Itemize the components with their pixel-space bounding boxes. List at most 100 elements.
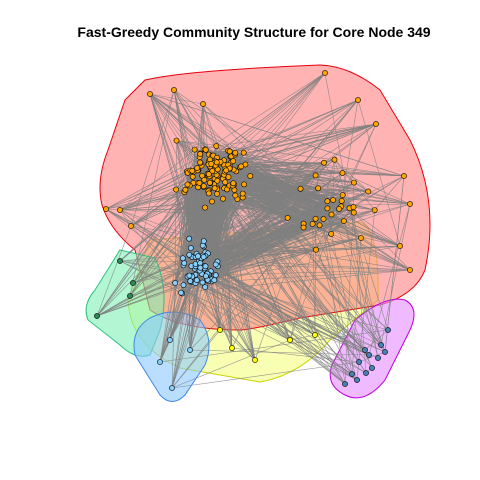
network-node-blue — [202, 273, 209, 279]
network-edge — [189, 349, 370, 356]
network-node-red — [213, 159, 220, 166]
network-edge — [210, 271, 367, 374]
network-edge — [240, 72, 326, 167]
network-edge — [96, 164, 246, 317]
network-edge — [235, 154, 401, 247]
network-edge — [216, 123, 377, 147]
network-edge — [353, 212, 401, 247]
network-edge — [212, 123, 377, 156]
network-nodes — [94, 70, 413, 391]
network-node-red — [197, 159, 204, 166]
network-edge — [289, 159, 335, 341]
network-edge — [181, 293, 358, 381]
network-edge — [211, 245, 401, 282]
network-edge — [202, 103, 328, 209]
network-edge — [214, 279, 386, 353]
network-node-red — [407, 267, 413, 273]
network-edge — [119, 260, 291, 341]
network-node-red — [225, 174, 232, 180]
network-edge — [229, 151, 354, 183]
network-edge — [368, 203, 411, 356]
network-node-red — [202, 146, 209, 153]
network-edge — [215, 166, 233, 349]
network-node-red — [171, 87, 177, 93]
network-edge — [231, 347, 360, 363]
network-edge — [105, 208, 197, 281]
network-node-red — [365, 188, 372, 195]
network-edge — [205, 249, 317, 288]
network-edge — [214, 233, 332, 281]
network-edge — [217, 123, 377, 188]
network-node-red — [340, 218, 347, 224]
network-node-red — [339, 170, 346, 176]
network-edge — [200, 267, 366, 351]
network-node-red — [226, 148, 233, 155]
network-node-red — [331, 156, 338, 163]
network-edge — [129, 281, 191, 297]
network-edge — [341, 175, 405, 207]
network-node-blue — [181, 260, 188, 266]
network-node-red — [213, 143, 220, 149]
network-node-red — [147, 91, 153, 97]
network-node-purple — [356, 359, 362, 365]
network-node-blue — [200, 254, 207, 260]
network-edge — [374, 175, 405, 211]
network-node-red — [184, 181, 191, 188]
network-edge — [173, 89, 319, 189]
network-node-purple — [349, 371, 355, 377]
network-node-purple — [382, 349, 388, 355]
network-edge — [191, 256, 366, 351]
network-node-blue — [172, 280, 179, 286]
network-node-red — [220, 195, 226, 202]
network-edge — [203, 170, 227, 258]
network-node-red — [313, 246, 319, 253]
network-node-red — [173, 137, 180, 144]
network-edge — [149, 93, 204, 105]
network-node-red — [358, 235, 364, 241]
network-node-red — [230, 180, 237, 187]
network-node-red — [320, 216, 327, 222]
network-edge — [199, 223, 304, 266]
network-node-red — [117, 207, 123, 213]
network-edge — [195, 269, 411, 284]
network-node-red — [241, 181, 247, 188]
network-node-blue — [169, 385, 175, 391]
network-node-red — [240, 149, 247, 156]
network-node-red — [373, 121, 379, 127]
network-edge — [210, 278, 221, 331]
network-edge — [334, 159, 369, 192]
network-node-red — [103, 206, 109, 212]
network-edge — [119, 180, 218, 262]
network-node-blue — [187, 245, 194, 251]
network-node-red — [202, 204, 208, 211]
network-node-red — [209, 198, 215, 205]
network-node-blue — [178, 289, 184, 296]
network-edge — [215, 264, 358, 381]
network-edge — [222, 123, 377, 179]
network-node-red — [208, 160, 215, 167]
network-edge — [220, 161, 233, 349]
network-node-red — [239, 190, 246, 197]
network-edge — [205, 197, 243, 257]
network-node-red — [206, 179, 213, 186]
network-node-yellow — [229, 345, 235, 351]
network-edge — [235, 152, 353, 375]
network-node-red — [182, 186, 189, 193]
network-edge — [205, 275, 256, 361]
network-edge — [171, 276, 188, 389]
network-edge — [187, 276, 353, 375]
network-node-red — [328, 211, 335, 218]
network-node-red — [350, 209, 357, 216]
network-edge — [189, 218, 316, 351]
network-edge — [180, 292, 256, 361]
network-edge — [357, 99, 401, 247]
network-node-red — [324, 205, 331, 212]
network-node-red — [312, 215, 319, 222]
network-node-red — [194, 165, 200, 171]
network-node-green — [117, 258, 123, 264]
network-node-green — [127, 293, 133, 299]
network-node-red — [173, 186, 179, 193]
network-edge — [300, 188, 386, 353]
network-edge — [289, 334, 316, 341]
